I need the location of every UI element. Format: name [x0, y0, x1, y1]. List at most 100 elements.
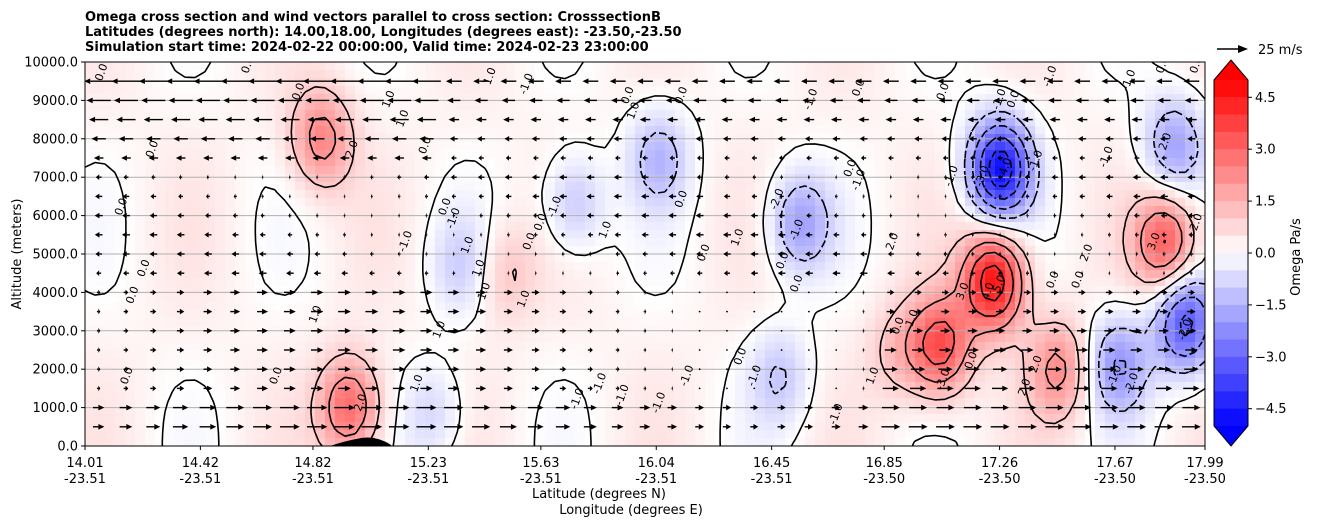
- omega-cell: [135, 254, 146, 263]
- omega-cell: [1035, 350, 1046, 359]
- omega-cell: [255, 238, 266, 247]
- omega-cell: [265, 374, 276, 383]
- omega-cell: [285, 62, 296, 71]
- omega-cell: [1125, 62, 1136, 71]
- omega-cell: [275, 206, 286, 215]
- omega-cell: [205, 358, 216, 367]
- omega-cell: [425, 262, 436, 271]
- omega-cell: [355, 198, 366, 207]
- omega-cell: [965, 366, 976, 375]
- omega-cell: [115, 390, 126, 399]
- omega-cell: [385, 254, 396, 263]
- omega-cell: [385, 214, 396, 223]
- omega-cell: [825, 422, 836, 431]
- omega-cell: [915, 254, 926, 263]
- omega-cell: [805, 78, 816, 87]
- omega-cell: [905, 366, 916, 375]
- omega-cell: [875, 150, 886, 159]
- omega-cell: [725, 278, 736, 287]
- omega-cell: [645, 118, 656, 127]
- omega-cell: [955, 254, 966, 263]
- omega-cell: [745, 278, 756, 287]
- omega-cell: [855, 262, 866, 271]
- omega-cell: [155, 206, 166, 215]
- omega-cell: [535, 270, 546, 279]
- omega-cell: [385, 350, 396, 359]
- omega-cell: [905, 438, 916, 446]
- omega-cell: [335, 110, 346, 119]
- omega-cell: [845, 158, 856, 167]
- omega-cell: [505, 414, 516, 423]
- omega-cell: [665, 158, 676, 167]
- omega-cell: [495, 142, 506, 151]
- omega-cell: [255, 358, 266, 367]
- omega-cell: [825, 206, 836, 215]
- omega-cell: [1075, 334, 1086, 343]
- omega-cell: [255, 206, 266, 215]
- omega-cell: [265, 310, 276, 319]
- omega-cell: [1085, 382, 1096, 391]
- omega-cell: [485, 110, 496, 119]
- omega-cell: [1115, 118, 1126, 127]
- omega-cell: [515, 390, 526, 399]
- omega-cell: [705, 302, 716, 311]
- omega-cell: [445, 238, 456, 247]
- omega-cell: [335, 438, 346, 446]
- omega-cell: [915, 70, 926, 79]
- omega-cell: [725, 366, 736, 375]
- omega-cell: [675, 94, 686, 103]
- omega-cell: [215, 302, 226, 311]
- omega-cell: [385, 286, 396, 295]
- omega-cell: [605, 214, 616, 223]
- omega-cell: [395, 198, 406, 207]
- omega-cell: [335, 158, 346, 167]
- omega-cell: [585, 214, 596, 223]
- omega-cell: [395, 246, 406, 255]
- omega-cell: [485, 70, 496, 79]
- omega-cell: [295, 206, 306, 215]
- omega-cell: [395, 166, 406, 175]
- omega-cell: [675, 414, 686, 423]
- omega-cell: [775, 70, 786, 79]
- omega-cell: [725, 430, 736, 439]
- omega-cell: [315, 190, 326, 199]
- omega-cell: [1095, 390, 1106, 399]
- omega-cell: [415, 254, 426, 263]
- omega-cell: [945, 198, 956, 207]
- omega-cell: [865, 342, 876, 351]
- omega-cell: [555, 166, 566, 175]
- omega-cell: [925, 206, 936, 215]
- omega-cell: [515, 190, 526, 199]
- omega-cell: [335, 398, 346, 407]
- omega-cell: [725, 158, 736, 167]
- omega-cell: [105, 102, 116, 111]
- omega-cell: [945, 294, 956, 303]
- omega-cell: [305, 262, 316, 271]
- omega-cell: [765, 158, 776, 167]
- omega-cell: [655, 438, 666, 446]
- omega-cell: [855, 414, 866, 423]
- omega-cell: [695, 142, 706, 151]
- omega-cell: [255, 150, 266, 159]
- omega-cell: [255, 310, 266, 319]
- omega-cell: [775, 302, 786, 311]
- omega-cell: [555, 414, 566, 423]
- omega-cell: [1045, 254, 1056, 263]
- omega-cell: [375, 222, 386, 231]
- omega-cell: [775, 118, 786, 127]
- omega-cell: [1075, 350, 1086, 359]
- omega-cell: [625, 118, 636, 127]
- omega-cell: [295, 286, 306, 295]
- omega-cell: [155, 350, 166, 359]
- omega-cell: [725, 254, 736, 263]
- omega-cell: [275, 366, 286, 375]
- omega-cell: [625, 270, 636, 279]
- omega-cell: [185, 142, 196, 151]
- omega-cell: [1125, 70, 1136, 79]
- omega-cell: [805, 126, 816, 135]
- omega-cell: [1065, 182, 1076, 191]
- omega-cell: [865, 334, 876, 343]
- omega-cell: [105, 318, 116, 327]
- omega-cell: [975, 310, 986, 319]
- omega-cell: [645, 222, 656, 231]
